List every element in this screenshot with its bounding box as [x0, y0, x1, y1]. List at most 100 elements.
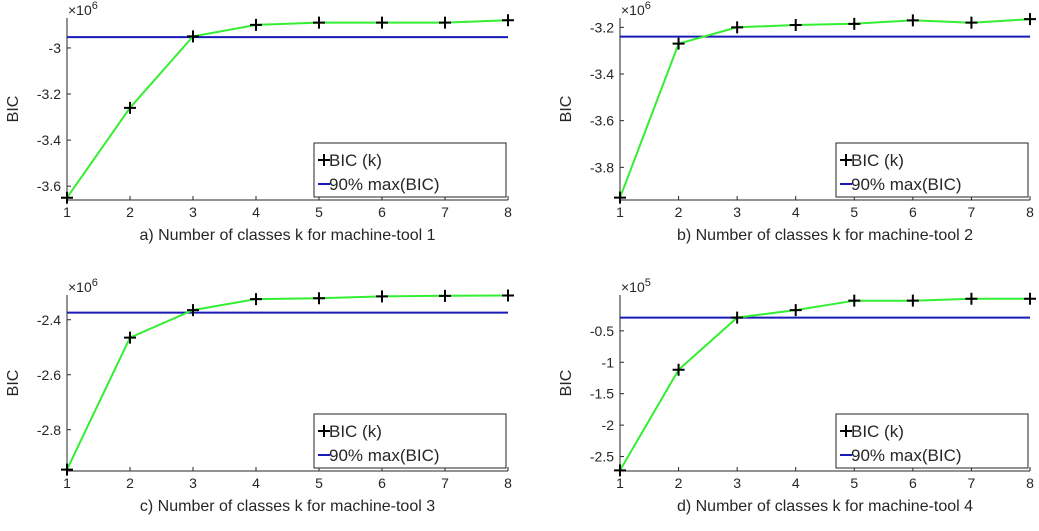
x-tick-label: 3 [189, 475, 197, 491]
x-tick-label: 4 [792, 475, 800, 491]
axis-exponent-base: ×10 [68, 279, 92, 295]
x-tick-label: 6 [378, 204, 386, 220]
legend-label-bic: BIC (k) [329, 151, 382, 170]
axis-exponent-label: ×106 [621, 0, 651, 18]
x-tick-label: 2 [126, 475, 134, 491]
x-tick-label: 6 [378, 475, 386, 491]
x-tick-label: 1 [63, 475, 71, 491]
data-point-marker [789, 19, 802, 31]
x-tick-label: 8 [504, 204, 512, 220]
y-tick-label: -2.4 [37, 312, 61, 328]
x-tick-label: 3 [733, 475, 741, 491]
y-tick-label: -2.6 [37, 367, 61, 383]
x-tick-label: 5 [850, 475, 858, 491]
x-tick-label: 4 [252, 475, 260, 491]
y-tick-label: -3 [49, 40, 62, 56]
axis-exponent-label: ×106 [68, 0, 98, 18]
legend-marker-bic [840, 154, 852, 166]
data-point-marker [965, 16, 978, 29]
data-point-marker [61, 191, 73, 204]
data-point-marker [439, 289, 451, 302]
data-point-marker [61, 463, 73, 476]
data-point-marker [187, 30, 199, 43]
x-tick-label: 8 [504, 475, 512, 491]
y-tick-label: -1 [602, 354, 615, 370]
data-point-marker [250, 293, 262, 306]
axis-exponent-power: 6 [92, 277, 98, 289]
x-tick-label: 1 [616, 204, 624, 220]
legend-marker-bic [318, 425, 330, 437]
data-point-marker [1024, 292, 1036, 305]
x-tick-label: 2 [675, 475, 683, 491]
data-point-marker [731, 21, 744, 34]
data-point-marker [672, 363, 685, 376]
y-axis-title: BIC [5, 96, 22, 123]
x-tick-label: 2 [675, 204, 683, 220]
axis-exponent-power: 5 [645, 277, 651, 289]
data-point-marker [731, 311, 744, 324]
data-point-marker [848, 17, 861, 30]
data-point-marker [502, 14, 514, 27]
x-tick-label: 5 [315, 204, 323, 220]
legend-label-bic: BIC (k) [329, 422, 382, 441]
x-tick-label: 7 [968, 475, 976, 491]
legend-marker-bic [318, 154, 330, 166]
data-point-marker [965, 292, 978, 305]
series-line-bic [66, 294, 509, 471]
y-tick-label: -2.5 [590, 449, 614, 465]
legend-label-threshold: 90% max(BIC) [851, 446, 962, 465]
y-tick-label: -0.5 [590, 323, 614, 339]
legend-box [835, 142, 1029, 198]
data-point-marker [672, 37, 685, 50]
x-tick-label: 5 [315, 475, 323, 491]
data-point-marker [906, 294, 919, 307]
y-tick-label: -2.8 [37, 422, 61, 438]
y-tick-label: -3.2 [37, 86, 61, 102]
series-line-bic [619, 297, 1030, 471]
series-line-bic [619, 18, 1031, 199]
x-axis-title: c) Number of classes k for machine-tool … [140, 498, 435, 515]
x-axis-title: a) Number of classes k for machine-tool … [139, 227, 435, 244]
x-tick-label: 1 [616, 475, 624, 491]
axis-exponent-base: ×10 [621, 2, 645, 18]
axis-exponent-base: ×10 [621, 279, 645, 295]
axis-exponent-power: 6 [92, 0, 98, 12]
legend-label-threshold: 90% max(BIC) [329, 446, 440, 465]
data-point-marker [1024, 13, 1036, 26]
legend-box [835, 413, 1029, 469]
legend-box [313, 413, 507, 469]
x-tick-label: 8 [1026, 204, 1034, 220]
data-point-marker [250, 18, 262, 31]
legend-label-threshold: 90% max(BIC) [329, 175, 440, 194]
y-axis-title: BIC [558, 96, 575, 123]
x-axis-title: d) Number of classes k for machine-tool … [677, 498, 973, 515]
x-tick-label: 6 [909, 204, 917, 220]
y-tick-label: -3.6 [37, 178, 61, 194]
axis-exponent-label: ×105 [621, 277, 651, 295]
y-tick-label: -3.6 [590, 113, 614, 129]
axis-exponent-label: ×106 [68, 277, 98, 295]
x-tick-label: 4 [252, 204, 260, 220]
y-tick-label: -3.4 [590, 66, 614, 82]
data-point-marker [614, 191, 626, 204]
data-point-marker [313, 16, 325, 29]
legend-label-bic: BIC (k) [851, 151, 904, 170]
x-axis-title: b) Number of classes k for machine-tool … [677, 227, 973, 244]
data-point-marker [313, 292, 325, 305]
series-line-bic [66, 19, 509, 199]
x-tick-label: 2 [126, 204, 134, 220]
data-point-marker [789, 304, 802, 317]
y-tick-label: -3.8 [590, 159, 614, 175]
legend-label-bic: BIC (k) [851, 422, 904, 441]
x-tick-label: 6 [909, 475, 917, 491]
x-tick-label: 7 [441, 204, 449, 220]
x-tick-label: 7 [968, 204, 976, 220]
data-point-marker [124, 101, 136, 114]
x-tick-label: 4 [792, 204, 800, 220]
x-tick-label: 3 [189, 204, 197, 220]
data-point-marker [614, 464, 626, 477]
